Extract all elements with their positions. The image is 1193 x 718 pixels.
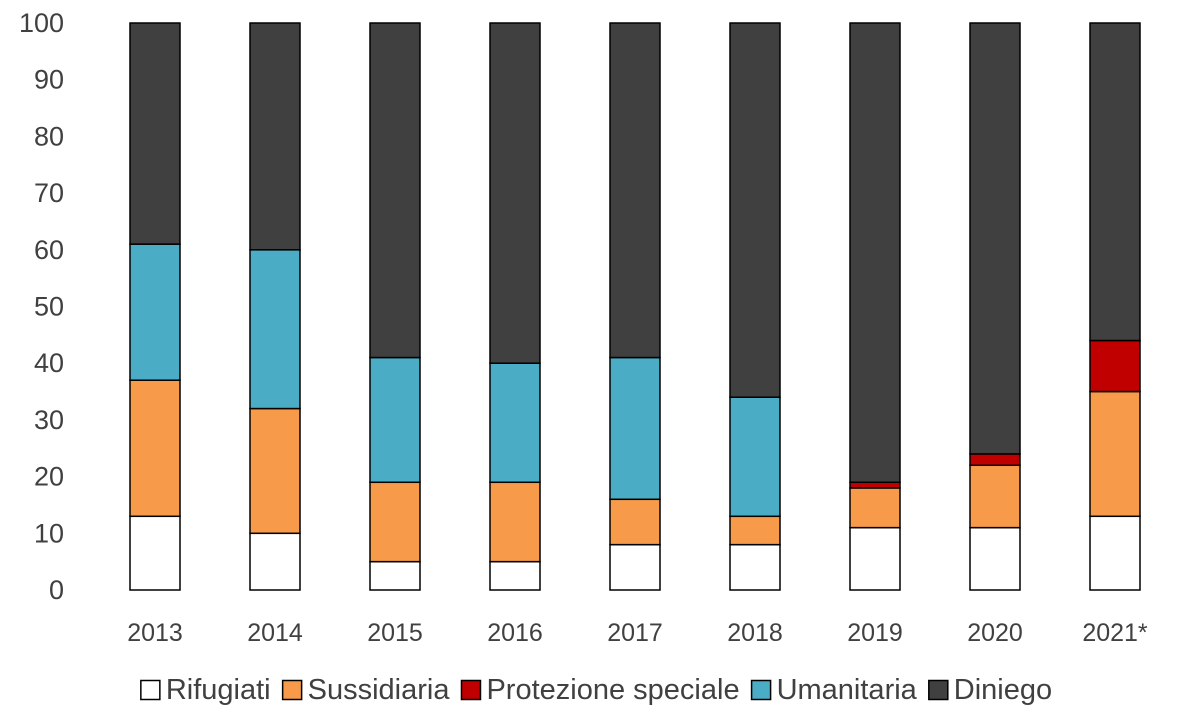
x-tick-label-2021: 2021*: [1082, 619, 1148, 647]
bar-rifugiati-2017: [609, 543, 661, 591]
bar-diniego-2016: [489, 22, 541, 364]
bar-rifugiati-2016: [489, 560, 541, 591]
bar-umanitaria-2015: [369, 356, 421, 484]
bar-group-2015: [369, 22, 421, 591]
y-tick-label-0: 0: [49, 575, 64, 605]
bar-sussidiaria-2014: [249, 407, 301, 535]
legend-label-sussidiaria: Sussidiaria: [308, 674, 451, 706]
x-tick-label-2018: 2018: [727, 619, 783, 647]
bar-group-2017: [609, 22, 661, 591]
bar-sussidiaria-2019: [849, 487, 901, 529]
x-tick-label-2016: 2016: [487, 619, 543, 647]
bar-group-2014: [249, 22, 301, 591]
bar-diniego-2014: [249, 22, 301, 251]
legend-swatch-diniego: [928, 679, 949, 701]
y-axis: 0 10 20 30 40 50 60 70 80 90 100: [19, 8, 64, 605]
x-axis: 2013 2014 2015 2016 2017 2018 2019 2020 2021*: [127, 619, 1148, 647]
x-tick-label-2019: 2019: [847, 619, 903, 647]
bar-protezione-speciale-2019: [849, 481, 901, 489]
y-tick-label-90: 90: [34, 65, 64, 95]
bar-rifugiati-2015: [369, 560, 421, 591]
y-tick-label-20: 20: [34, 462, 64, 492]
bar-group-2018: [729, 22, 781, 591]
bar-group-2013: [129, 22, 181, 591]
legend-label-umanitaria: Umanitaria: [777, 674, 918, 706]
y-tick-label-100: 100: [19, 8, 64, 38]
y-tick-label-60: 60: [34, 235, 64, 265]
bars: [129, 22, 1141, 591]
bar-diniego-2020: [969, 22, 1021, 455]
legend-swatch-protezione-speciale: [460, 679, 482, 701]
legend-swatch-umanitaria: [750, 679, 772, 701]
y-tick-label-10: 10: [34, 518, 64, 548]
y-tick-label-30: 30: [34, 405, 64, 435]
bar-sussidiaria-2017: [609, 498, 661, 546]
bar-diniego-2019: [849, 22, 901, 484]
legend: Rifugiati Sussidiaria Protezione speciale U…: [140, 674, 1052, 706]
bar-sussidiaria-2021: [1089, 390, 1141, 518]
bar-group-2021: [1089, 22, 1141, 591]
y-tick-label-40: 40: [34, 348, 64, 378]
legend-label-rifugiati: Rifugiati: [166, 674, 271, 706]
x-tick-label-2015: 2015: [367, 619, 423, 647]
x-tick-label-2020: 2020: [967, 619, 1023, 647]
bar-rifugiati-2021: [1089, 515, 1141, 591]
bar-diniego-2017: [609, 22, 661, 359]
bar-diniego-2018: [729, 22, 781, 398]
legend-label-diniego: Diniego: [954, 674, 1052, 706]
legend-swatch-rifugiati: [140, 679, 161, 701]
bar-sussidiaria-2013: [129, 379, 181, 518]
bar-diniego-2013: [129, 22, 181, 245]
y-tick-label-50: 50: [34, 292, 64, 322]
y-tick-label-80: 80: [34, 121, 64, 151]
bar-sussidiaria-2020: [969, 464, 1021, 529]
x-tick-label-2013: 2013: [127, 619, 183, 647]
bar-rifugiati-2020: [969, 526, 1021, 591]
y-tick-label-70: 70: [34, 178, 64, 208]
bar-rifugiati-2018: [729, 543, 781, 591]
bar-umanitaria-2016: [489, 362, 541, 484]
bar-rifugiati-2014: [249, 532, 301, 591]
bar-sussidiaria-2018: [729, 515, 781, 546]
bar-umanitaria-2013: [129, 243, 181, 381]
legend-label-protezione-speciale: Protezione speciale: [486, 674, 739, 706]
bar-umanitaria-2018: [729, 396, 781, 518]
bar-diniego-2015: [369, 22, 421, 359]
bar-group-2019: [849, 22, 901, 591]
bar-sussidiaria-2015: [369, 481, 421, 563]
bar-umanitaria-2014: [249, 249, 301, 410]
bar-protezione-speciale-2020: [969, 453, 1021, 467]
bar-rifugiati-2013: [129, 515, 181, 591]
bar-rifugiati-2019: [849, 526, 901, 591]
bar-group-2020: [969, 22, 1021, 591]
x-tick-label-2014: 2014: [247, 619, 303, 647]
bar-protezione-speciale-2021: [1089, 339, 1141, 393]
bar-group-2016: [489, 22, 541, 591]
legend-swatch-sussidiaria: [281, 679, 303, 701]
bar-sussidiaria-2016: [489, 481, 541, 563]
x-tick-label-2017: 2017: [607, 619, 663, 647]
bar-diniego-2021: [1089, 22, 1141, 342]
bar-umanitaria-2017: [609, 356, 661, 501]
